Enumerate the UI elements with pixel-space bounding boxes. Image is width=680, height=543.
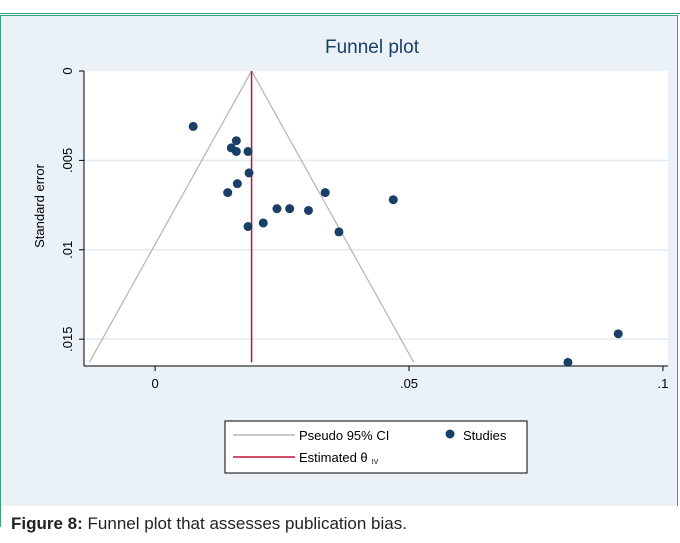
study-point [231, 146, 241, 156]
study-point [563, 357, 573, 367]
caption-text: Funnel plot that assesses publication bi… [87, 514, 407, 533]
study-point [258, 218, 268, 228]
figure-caption: Figure 8: Funnel plot that assesses publ… [1, 506, 679, 543]
study-point [231, 136, 241, 146]
legend: Pseudo 95% CI Studies Estimated θ IV [224, 420, 528, 474]
study-point [285, 204, 295, 214]
pseudo-ci-lines [88, 70, 415, 363]
legend-estimate-main: Estimated θ [299, 450, 368, 465]
x-tick-label: 0 [151, 376, 158, 391]
legend-studies-marker [445, 429, 455, 439]
legend-studies-label: Studies [463, 428, 507, 443]
top-strip [0, 0, 680, 14]
study-point [223, 188, 233, 198]
chart-title: Funnel plot [325, 37, 420, 58]
study-point [243, 146, 253, 156]
y-tick-label: .01 [60, 241, 75, 259]
study-point [272, 204, 282, 214]
ci-line-left [88, 70, 253, 363]
legend-estimate-subscript: IV [372, 459, 379, 466]
x-tick-label: .05 [400, 376, 418, 391]
funnel-plot-chart: 0 .005 .01 .015 0 .05 .1 Funnel plot Standard … [32, 37, 668, 474]
y-axis-label: Standard error [32, 163, 47, 247]
study-point [320, 188, 330, 198]
y-tick-label: 0 [60, 67, 75, 74]
x-tick-label: .1 [657, 376, 668, 391]
study-point [334, 227, 344, 237]
legend-ci-label: Pseudo 95% CI [299, 428, 389, 443]
y-tick-label: .015 [60, 327, 75, 352]
plot-area [84, 71, 668, 366]
study-points [188, 121, 623, 367]
study-point [244, 168, 254, 178]
caption-label: Figure 8: [11, 514, 83, 533]
study-point [243, 222, 253, 232]
study-point [613, 329, 623, 339]
grid-lines [84, 159, 668, 340]
study-point [232, 179, 242, 189]
ci-line-right [251, 70, 415, 363]
figure-frame: 0 .005 .01 .015 0 .05 .1 Funnel plot Standard … [0, 15, 679, 543]
study-point [303, 205, 313, 215]
y-tick-label: .005 [60, 148, 75, 173]
study-point [388, 195, 398, 205]
study-point [188, 121, 198, 131]
legend-estimate-label: Estimated θ IV [299, 450, 379, 466]
